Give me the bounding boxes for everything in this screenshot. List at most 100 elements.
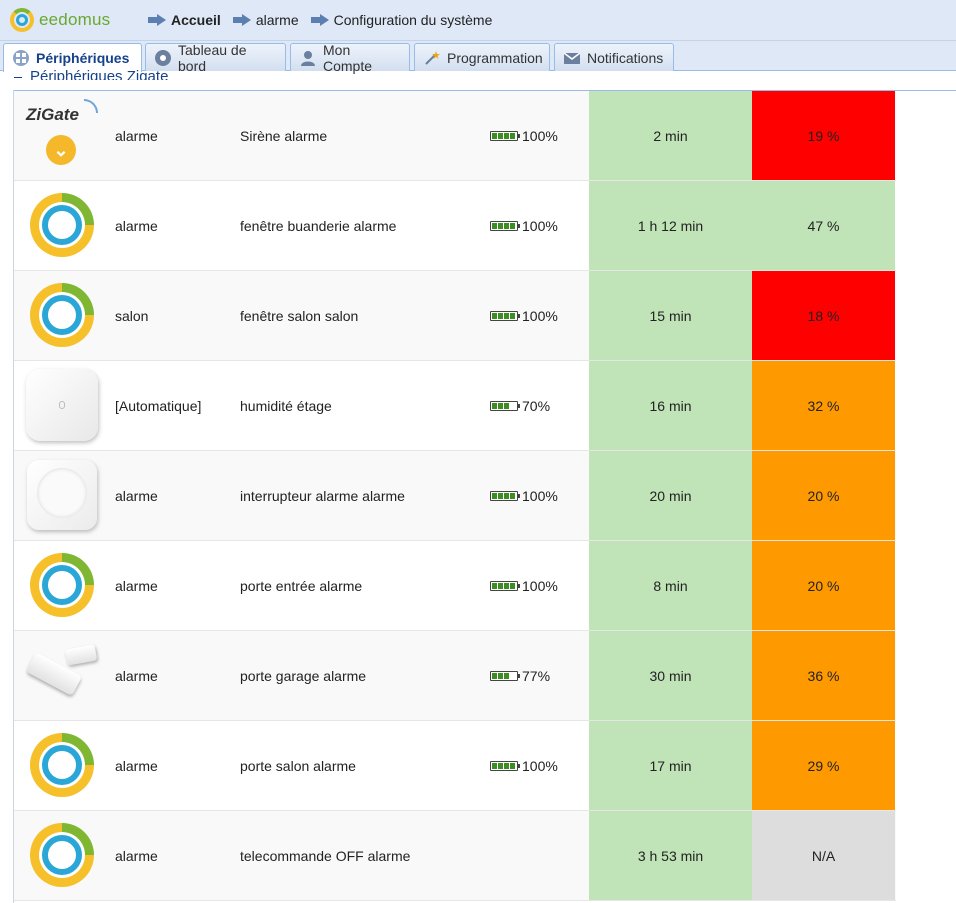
last-seen-cell: 16 min — [589, 361, 752, 450]
battery-level-text: 70% — [522, 398, 551, 414]
device-row[interactable]: [Automatique] humidité étage 70% 16 min 32 % — [14, 361, 896, 451]
device-row[interactable]: alarme porte entrée alarme 100% 8 min 20 % — [14, 541, 896, 631]
dashboard-icon — [154, 49, 172, 67]
battery-level-text: 100% — [522, 488, 558, 504]
eedomus-logo[interactable]: eedomus — [10, 8, 110, 32]
door-sensor-icon[interactable] — [24, 637, 100, 713]
signal-percent-cell: 32 % — [752, 361, 895, 450]
device-room: alarme — [115, 758, 158, 774]
breadcrumb-item-home[interactable]: Accueil — [148, 12, 221, 28]
device-room: alarme — [115, 848, 158, 864]
arrow-right-icon — [148, 14, 166, 26]
cubes-icon — [12, 49, 30, 67]
device-battery: 100% — [490, 451, 558, 541]
battery-icon — [490, 221, 520, 231]
temperature-sensor-icon[interactable] — [24, 367, 100, 443]
signal-percent-cell: 20 % — [752, 541, 895, 630]
arrow-right-icon — [232, 14, 251, 26]
breadcrumb-item-config[interactable]: Configuration du système — [310, 12, 492, 28]
eedomus-logo-icon — [10, 8, 34, 32]
tab-programmation[interactable]: Programmation — [414, 43, 550, 71]
battery-fill — [492, 493, 516, 499]
signal-percent-cell: 18 % — [752, 271, 895, 360]
battery-fill — [492, 313, 516, 319]
panel-left-border — [13, 90, 14, 903]
device-row[interactable]: ZiGate ⌄ alarme Sirène alarme 100% 2 min 19 % — [14, 91, 896, 181]
battery-fill — [492, 403, 509, 409]
breadcrumb-item-alarme[interactable]: alarme — [232, 12, 299, 28]
tab-notifications[interactable]: Notifications — [554, 43, 674, 71]
eedomus-ring-icon[interactable] — [24, 547, 100, 623]
signal-percent-cell: 36 % — [752, 631, 895, 720]
battery-icon — [490, 311, 520, 321]
battery-icon — [490, 401, 520, 411]
device-name[interactable]: humidité étage — [240, 398, 332, 414]
last-seen-cell: 1 h 12 min — [589, 181, 752, 270]
signal-percent-cell: 47 % — [752, 181, 895, 270]
device-row[interactable]: alarme porte salon alarme 100% 17 min 29 % — [14, 721, 896, 811]
tab-mon-compte[interactable]: Mon Compte — [290, 42, 410, 74]
device-row[interactable]: alarme porte garage alarme 77% 30 min 36 % — [14, 631, 896, 721]
battery-icon — [490, 761, 520, 771]
signal-percent-cell: 29 % — [752, 721, 895, 810]
device-room: alarme — [115, 668, 158, 684]
panel-divider — [13, 90, 956, 91]
zigate-icon[interactable]: ZiGate ⌄ — [24, 97, 100, 173]
user-icon — [299, 49, 317, 67]
battery-fill — [492, 763, 516, 769]
collapse-icon[interactable] — [14, 76, 22, 78]
battery-fill — [492, 583, 516, 589]
device-battery: 100% — [490, 541, 558, 631]
device-name[interactable]: porte garage alarme — [240, 668, 367, 684]
signal-percent-cell: 19 % — [752, 91, 895, 180]
battery-fill — [492, 223, 516, 229]
device-battery: 100% — [490, 721, 558, 811]
tab-tableau-de-bord[interactable]: Tableau de bord — [145, 42, 286, 74]
device-room: alarme — [115, 578, 158, 594]
magic-wand-icon — [423, 49, 441, 67]
battery-level-text: 100% — [522, 578, 558, 594]
signal-percent-cell: N/A — [752, 811, 895, 900]
device-row[interactable]: alarme interrupteur alarme alarme 100% 20 m… — [14, 451, 896, 541]
device-room: alarme — [115, 488, 158, 504]
logo-text: eedomus — [39, 10, 111, 29]
device-name[interactable]: Sirène alarme — [240, 128, 328, 144]
battery-icon — [490, 491, 520, 501]
envelope-icon — [563, 49, 581, 67]
battery-level-text: 100% — [522, 218, 558, 234]
signal-percent-cell: 20 % — [752, 451, 895, 540]
battery-fill — [492, 673, 510, 679]
last-seen-cell: 8 min — [589, 541, 752, 630]
battery-level-text: 77% — [522, 668, 551, 684]
tab-peripheriques[interactable]: Périphériques — [3, 43, 142, 72]
device-row[interactable]: alarme fenêtre buanderie alarme 100% 1 h 12… — [14, 181, 896, 271]
eedomus-ring-icon[interactable] — [24, 817, 100, 893]
device-battery: 100% — [490, 91, 558, 181]
device-name[interactable]: porte salon alarme — [240, 758, 356, 774]
battery-level-text: 100% — [522, 128, 558, 144]
device-list: ZiGate ⌄ alarme Sirène alarme 100% 2 min 19 % a… — [14, 91, 896, 901]
device-room: alarme — [115, 128, 158, 144]
device-battery: 100% — [490, 271, 558, 361]
eedomus-ring-icon[interactable] — [24, 727, 100, 803]
device-name[interactable]: fenêtre buanderie alarme — [240, 218, 397, 234]
device-room: salon — [115, 308, 149, 324]
eedomus-ring-icon[interactable] — [24, 187, 100, 263]
device-name[interactable]: fenêtre salon salon — [240, 308, 359, 324]
panel-title[interactable]: Périphériques Zigate — [14, 66, 168, 80]
last-seen-cell: 17 min — [589, 721, 752, 810]
device-name[interactable]: telecommande OFF alarme — [240, 848, 411, 864]
battery-fill — [492, 133, 516, 139]
eedomus-ring-icon[interactable] — [24, 277, 100, 353]
arrow-right-icon — [310, 14, 329, 26]
device-row[interactable]: alarme telecommande OFF alarme 3 h 53 min N… — [14, 811, 896, 901]
device-name[interactable]: porte entrée alarme — [240, 578, 363, 594]
top-bar: eedomus Accueil alarme Configuration du … — [0, 0, 956, 41]
device-battery: 70% — [490, 361, 550, 451]
battery-icon — [490, 581, 520, 591]
last-seen-cell: 20 min — [589, 451, 752, 540]
device-name[interactable]: interrupteur alarme alarme — [240, 488, 405, 504]
device-battery: 100% — [490, 181, 558, 271]
device-row[interactable]: salon fenêtre salon salon 100% 15 min 18 % — [14, 271, 896, 361]
button-sensor-icon[interactable] — [24, 457, 100, 533]
